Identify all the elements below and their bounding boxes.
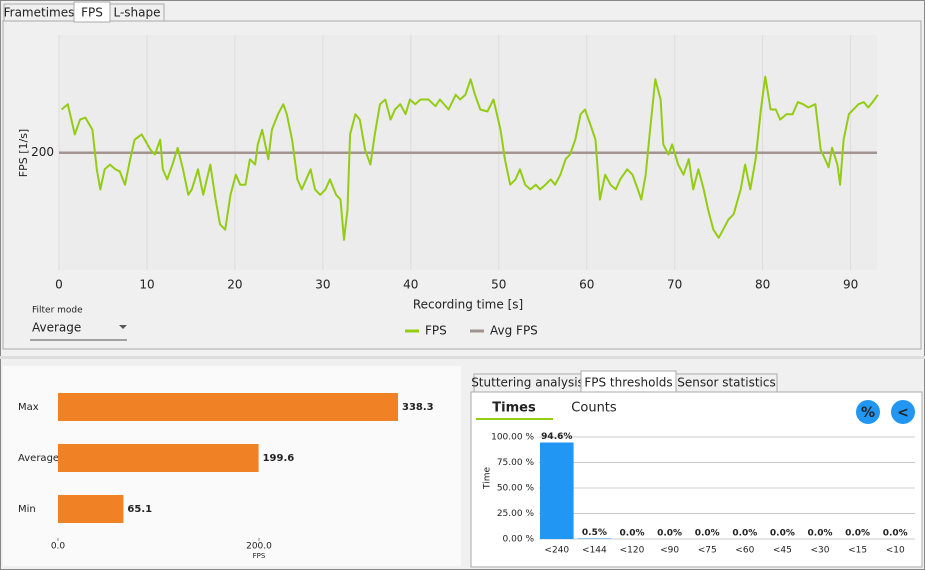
x-tick-label: 0.0 <box>51 542 66 552</box>
x-tick-label: 80 <box>755 278 770 292</box>
x-tick-label: <75 <box>698 546 717 556</box>
value-label: 94.6% <box>541 432 572 442</box>
x-tick-label: <60 <box>735 546 754 556</box>
legend-label: FPS <box>425 324 447 338</box>
button-label: < <box>897 405 909 421</box>
tab[interactable] <box>109 3 165 22</box>
x-tick-label: <30 <box>811 546 830 556</box>
tab-label: FPS <box>81 6 103 20</box>
y-tick-label: 75.00 % <box>497 458 535 468</box>
x-tick-label: 40 <box>403 278 418 292</box>
value-label: 0.0% <box>695 529 720 539</box>
y-tick-label: 200 <box>31 145 54 159</box>
x-tick-label: 200.0 <box>246 542 272 552</box>
x-tick-label: 90 <box>843 278 858 292</box>
y-tick-label: 100.00 % <box>491 433 534 443</box>
x-axis-label: FPS <box>253 552 266 560</box>
y-axis-label: Time <box>483 467 493 490</box>
category-label: Max <box>18 402 39 413</box>
value-label: 0.0% <box>770 529 795 539</box>
button[interactable] <box>891 400 915 424</box>
x-tick-label: 50 <box>491 278 506 292</box>
filter-value[interactable]: Average <box>32 321 81 335</box>
value-label: 0.0% <box>732 529 757 539</box>
bar <box>58 393 398 421</box>
bar <box>58 444 259 472</box>
value-label: 0.0% <box>657 529 682 539</box>
value-label: 199.6 <box>263 453 295 464</box>
value-label: 0.0% <box>620 529 645 539</box>
tab[interactable] <box>675 373 778 393</box>
x-tick-label: 60 <box>579 278 594 292</box>
value-label: 0.0% <box>808 529 833 539</box>
x-axis-label: Recording time [s] <box>413 298 523 312</box>
sub-tab[interactable]: Counts <box>571 401 617 416</box>
x-tick-label: 10 <box>139 278 154 292</box>
sub-tab[interactable]: Times <box>492 401 536 416</box>
x-tick-label: <15 <box>848 546 867 556</box>
x-tick-label: <90 <box>660 546 679 556</box>
y-axis-label: FPS [1/s] <box>17 129 30 177</box>
x-tick-label: <120 <box>620 546 645 556</box>
legend-label: Avg FPS <box>490 324 538 338</box>
y-tick-label: 0.00 % <box>503 535 535 545</box>
y-tick-label: 25.00 % <box>497 509 535 519</box>
x-tick-label: <10 <box>886 546 905 556</box>
button[interactable] <box>856 400 880 424</box>
bar <box>540 442 574 539</box>
x-tick-label: 70 <box>667 278 682 292</box>
tab-label: Sensor statistics <box>677 376 775 390</box>
filter-label: Filter mode <box>32 306 83 316</box>
x-tick-label: 20 <box>227 278 242 292</box>
x-tick-label: 0 <box>55 278 63 292</box>
value-label: 0.0% <box>845 529 870 539</box>
value-label: 0.5% <box>582 528 607 538</box>
value-label: 65.1 <box>127 504 152 515</box>
x-tick-label: <45 <box>773 546 792 556</box>
tab-label: L-shape <box>113 6 160 20</box>
tab-label: Frametimes <box>4 6 75 20</box>
tab-label: Stuttering analysis <box>471 376 584 390</box>
value-label: 0.0% <box>883 529 908 539</box>
tab-label: FPS thresholds <box>584 376 672 390</box>
splitter <box>0 356 925 359</box>
button-label: % <box>861 405 875 421</box>
dropdown-arrow <box>119 325 127 329</box>
bar <box>58 495 124 523</box>
y-tick-label: 50.00 % <box>497 484 535 494</box>
x-tick-label: 30 <box>315 278 330 292</box>
category-label: Min <box>18 504 36 515</box>
value-label: 338.3 <box>402 402 434 413</box>
fps-line <box>60 75 879 241</box>
x-tick-label: <240 <box>544 546 569 556</box>
category-label: Average <box>18 453 59 464</box>
x-tick-label: <144 <box>582 546 607 556</box>
bar <box>577 538 612 539</box>
